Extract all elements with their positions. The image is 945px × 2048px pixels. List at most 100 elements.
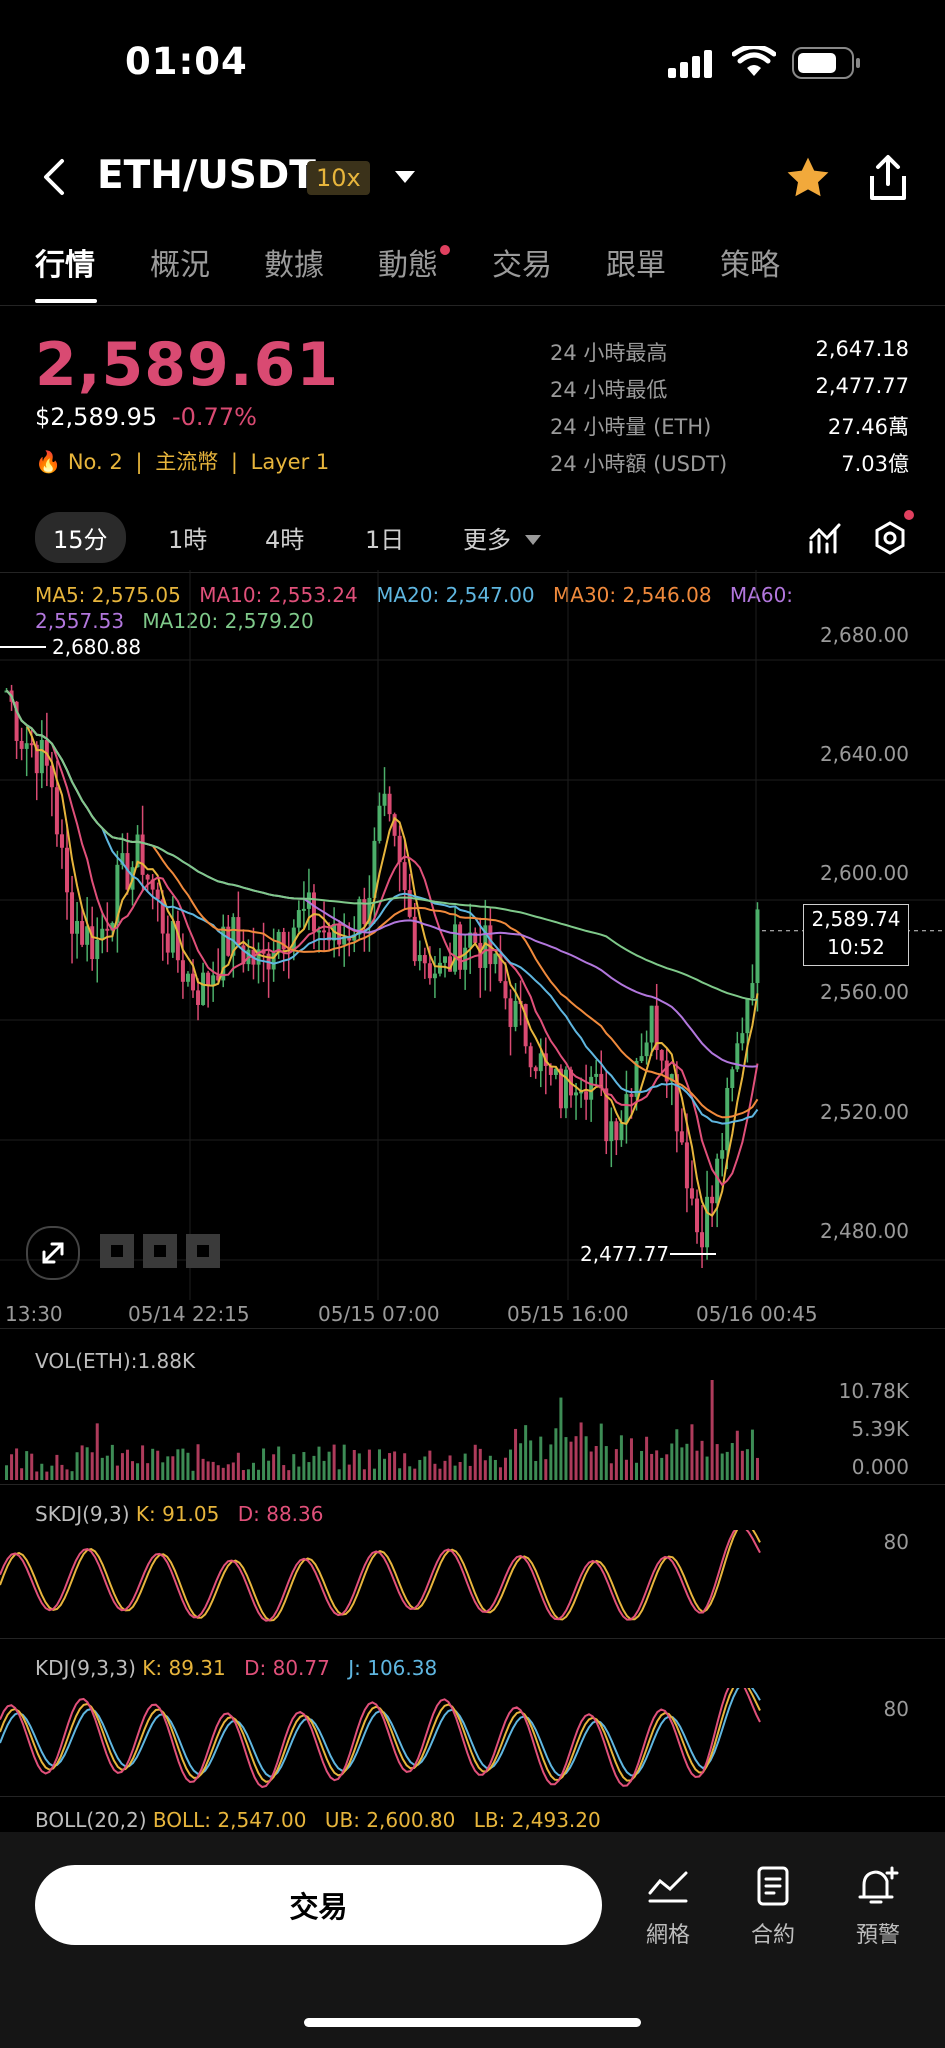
- volume-bar: [95, 1423, 99, 1480]
- tag-mainstream[interactable]: 主流幣: [155, 450, 219, 474]
- volume-bar: [423, 1456, 427, 1480]
- back-icon[interactable]: [40, 157, 70, 197]
- stat-low-label: 24 小時最低: [550, 378, 668, 402]
- divider: [0, 1484, 945, 1485]
- candle-body: [327, 932, 332, 941]
- divider: [0, 305, 945, 306]
- volume-bar: [695, 1450, 699, 1480]
- volume-bar: [599, 1423, 603, 1480]
- volume-bar: [629, 1438, 633, 1480]
- timeframe-1d[interactable]: 1日: [365, 526, 405, 554]
- tab-copy[interactable]: 跟單: [606, 248, 666, 283]
- x-tick: 05/15 07:00: [318, 1302, 440, 1326]
- kdj-label: KDJ(9,3,3): [35, 1656, 136, 1680]
- x-tick: 05/14 22:15: [128, 1302, 250, 1326]
- star-icon[interactable]: [784, 154, 832, 202]
- volume-bar: [317, 1446, 321, 1480]
- tag-layer1[interactable]: Layer 1: [250, 450, 330, 474]
- volume-bar: [503, 1457, 507, 1480]
- volume-bar: [241, 1470, 245, 1480]
- candle-body: [700, 1232, 705, 1248]
- contract-button[interactable]: 合約: [733, 1865, 813, 1949]
- divider: [0, 1638, 945, 1639]
- volume-bar: [635, 1462, 639, 1480]
- tab-overview[interactable]: 概況: [150, 248, 210, 283]
- alert-button[interactable]: 預警: [838, 1865, 918, 1949]
- volume-bar: [5, 1465, 9, 1480]
- candle-countdown: 10:52: [827, 935, 885, 959]
- indicator-icon[interactable]: [808, 522, 842, 556]
- volume-bar: [498, 1467, 502, 1480]
- volume-bar: [251, 1462, 255, 1480]
- fullscreen-icon[interactable]: [26, 1226, 80, 1280]
- candle-body: [241, 945, 246, 965]
- candle-body: [135, 834, 140, 868]
- candlestick-chart[interactable]: [0, 570, 945, 1330]
- kdj-chart: [0, 1688, 761, 1789]
- skdj-label: SKDJ(9,3): [35, 1502, 130, 1526]
- alert-label: 預警: [855, 1923, 900, 1948]
- oscillator-line: [0, 1688, 761, 1778]
- tab-strategy[interactable]: 策略: [720, 248, 780, 283]
- share-icon[interactable]: [866, 154, 910, 202]
- volume-bar: [720, 1453, 724, 1480]
- tab-trade[interactable]: 交易: [492, 248, 552, 283]
- candle-body: [417, 955, 422, 962]
- tab-market[interactable]: 行情: [35, 248, 95, 283]
- candle-body: [221, 926, 226, 981]
- volume-bar: [690, 1424, 694, 1480]
- ma30-value: MA30: 2,546.08: [553, 583, 712, 607]
- low-marker-line: [670, 1253, 716, 1255]
- candle-body: [720, 1150, 725, 1159]
- tab-feed[interactable]: 動態: [378, 248, 438, 283]
- volume-bar: [272, 1454, 276, 1480]
- candle-body: [427, 963, 432, 979]
- volume-bar: [196, 1444, 200, 1480]
- volume-bar: [377, 1449, 381, 1480]
- pair-title[interactable]: ETH/USDT: [97, 153, 316, 198]
- volume-bar: [594, 1446, 598, 1480]
- settings-icon[interactable]: [872, 520, 908, 556]
- volume-bar: [468, 1465, 472, 1480]
- grid-button[interactable]: 網格: [628, 1865, 708, 1949]
- candle-body: [730, 1069, 735, 1088]
- stat-low-value: 2,477.77: [815, 374, 909, 398]
- volume-bar: [302, 1452, 306, 1480]
- candle-body: [170, 920, 175, 953]
- volume-bar: [483, 1460, 487, 1480]
- tab-data[interactable]: 數據: [264, 248, 324, 283]
- timeframe-15m[interactable]: 15分: [35, 512, 126, 563]
- volume-bar: [186, 1452, 190, 1480]
- ma5-value: MA5: 2,575.05: [35, 583, 181, 607]
- candle-body: [493, 953, 498, 965]
- timeframe-4h[interactable]: 4時: [265, 526, 305, 554]
- timeframe-1h[interactable]: 1時: [168, 526, 208, 554]
- volume-bar: [614, 1449, 618, 1480]
- chevron-down-icon[interactable]: [393, 168, 417, 186]
- candle-body: [206, 972, 211, 986]
- candle-body: [296, 910, 301, 928]
- candle-body: [654, 1005, 659, 1051]
- caret-down-icon[interactable]: [524, 531, 542, 550]
- kdj-k: K: 89.31: [142, 1656, 226, 1680]
- candle-body: [735, 1043, 740, 1070]
- candle-body: [458, 924, 463, 970]
- current-price-tag[interactable]: 2,589.74 10:52: [803, 904, 909, 966]
- candle-body: [165, 933, 170, 953]
- oscillator-line: [0, 1530, 761, 1622]
- last-price: 2,589.61: [35, 330, 340, 400]
- candle-body: [160, 899, 165, 934]
- volume-bar: [493, 1459, 497, 1480]
- divider: [0, 572, 945, 573]
- trade-button[interactable]: 交易: [35, 1865, 602, 1945]
- candle-body: [95, 939, 100, 960]
- rank-label: No. 2: [67, 450, 123, 474]
- timeframe-more[interactable]: 更多: [463, 526, 511, 554]
- candle-body: [256, 949, 261, 965]
- volume-bar: [125, 1449, 129, 1480]
- volume-bar: [191, 1470, 195, 1480]
- volume-bar: [277, 1446, 281, 1480]
- volume-bar: [120, 1453, 124, 1480]
- candle-body: [498, 953, 503, 982]
- candle-body: [715, 1158, 720, 1204]
